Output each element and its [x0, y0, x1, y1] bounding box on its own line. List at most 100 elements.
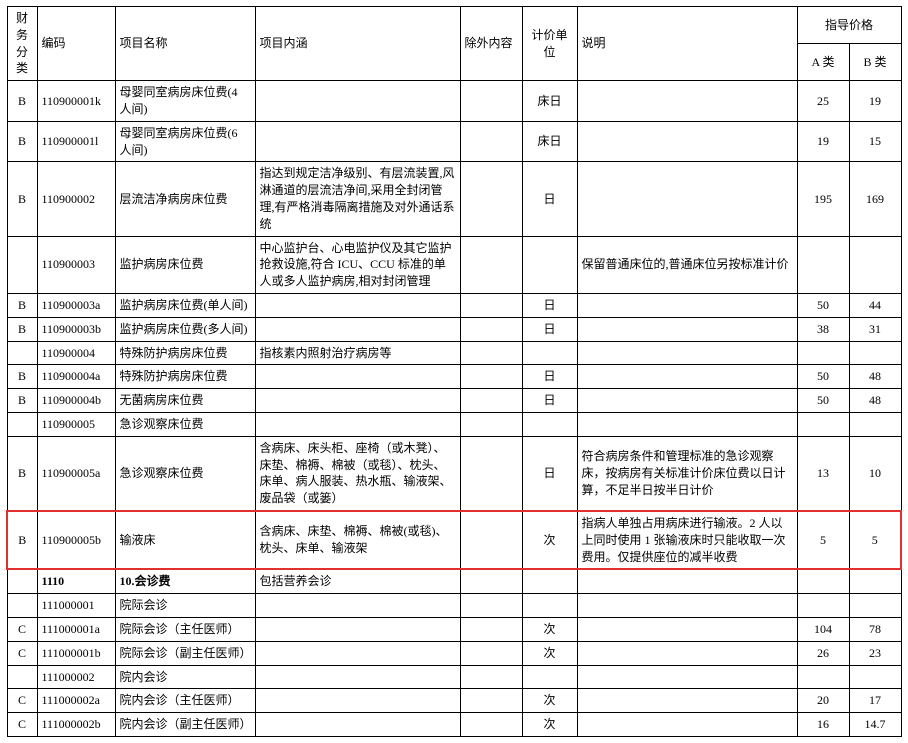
cell-unit	[522, 569, 577, 593]
cell-note	[577, 293, 797, 317]
cell-desc	[255, 412, 460, 436]
cell-pa	[797, 665, 849, 689]
cell-pa: 5	[797, 511, 849, 569]
cell-unit: 日	[522, 317, 577, 341]
cell-name: 院内会诊	[115, 665, 255, 689]
cell-excl	[460, 594, 522, 618]
cell-fin: B	[7, 293, 37, 317]
table-row: B110900004a特殊防护病房床位费日5048	[7, 365, 901, 389]
cell-name: 输液床	[115, 511, 255, 569]
cell-fin: B	[7, 511, 37, 569]
table-row: B110900005a急诊观察床位费含病床、床头柜、座椅（或木凳）、床垫、棉褥、…	[7, 436, 901, 511]
cell-excl	[460, 569, 522, 593]
cell-code: 110900005b	[37, 511, 115, 569]
cell-note	[577, 365, 797, 389]
cell-name: 监护病房床位费	[115, 236, 255, 293]
cell-pa: 13	[797, 436, 849, 511]
col-code: 编码	[37, 7, 115, 81]
table-row: 111000001院际会诊	[7, 594, 901, 618]
cell-desc: 指核素内照射治疗病房等	[255, 341, 460, 365]
cell-unit	[522, 594, 577, 618]
cell-note	[577, 689, 797, 713]
cell-pa	[797, 569, 849, 593]
cell-fin: B	[7, 121, 37, 162]
cell-fin: C	[7, 689, 37, 713]
cell-pb: 31	[849, 317, 901, 341]
cell-pa: 16	[797, 713, 849, 737]
cell-excl	[460, 412, 522, 436]
cell-excl	[460, 689, 522, 713]
cell-pa: 50	[797, 293, 849, 317]
cell-desc	[255, 389, 460, 413]
cell-note	[577, 665, 797, 689]
cell-excl	[460, 293, 522, 317]
cell-excl	[460, 121, 522, 162]
cell-code: 111000001	[37, 594, 115, 618]
table-body: B110900001k母婴同室病房床位费(4 人间)床日2519B1109000…	[7, 81, 901, 737]
cell-pb: 169	[849, 162, 901, 236]
col-price-b: B 类	[849, 44, 901, 81]
cell-desc: 含病床、床垫、棉褥、棉被(或毯)、枕头、床单、输液架	[255, 511, 460, 569]
cell-desc: 指达到规定洁净级别、有层流装置,风淋通道的层流洁净间,采用全封闭管理,有严格消毒…	[255, 162, 460, 236]
cell-desc	[255, 81, 460, 122]
table-row: C111000002b院内会诊（副主任医师）次1614.7	[7, 713, 901, 737]
table-row: 111010.会诊费包括营养会诊	[7, 569, 901, 593]
cell-pa: 19	[797, 121, 849, 162]
cell-unit: 床日	[522, 81, 577, 122]
cell-desc	[255, 689, 460, 713]
cell-desc	[255, 365, 460, 389]
table-row: B110900001l母婴同室病房床位费(6 人间)床日1915	[7, 121, 901, 162]
cell-desc	[255, 617, 460, 641]
pricing-table: 财务分类 编码 项目名称 项目内涵 除外内容 计价单位 说明 指导价格 A 类 …	[6, 6, 902, 737]
cell-name: 无菌病房床位费	[115, 389, 255, 413]
cell-code: 111000002	[37, 665, 115, 689]
cell-unit: 次	[522, 689, 577, 713]
cell-name: 母婴同室病房床位费(6 人间)	[115, 121, 255, 162]
cell-fin: B	[7, 81, 37, 122]
cell-code: 111000002a	[37, 689, 115, 713]
cell-note	[577, 617, 797, 641]
cell-fin	[7, 341, 37, 365]
cell-name: 特殊防护病房床位费	[115, 341, 255, 365]
cell-pb: 48	[849, 365, 901, 389]
cell-name: 院际会诊（主任医师）	[115, 617, 255, 641]
col-name: 项目名称	[115, 7, 255, 81]
cell-pa: 195	[797, 162, 849, 236]
cell-fin: B	[7, 436, 37, 511]
table-row: B110900003b监护病房床位费(多人间)日3831	[7, 317, 901, 341]
col-price-a: A 类	[797, 44, 849, 81]
cell-excl	[460, 317, 522, 341]
cell-excl	[460, 665, 522, 689]
cell-pb: 17	[849, 689, 901, 713]
cell-note	[577, 162, 797, 236]
cell-excl	[460, 162, 522, 236]
cell-pb: 14.7	[849, 713, 901, 737]
cell-fin: B	[7, 365, 37, 389]
cell-code: 111000001a	[37, 617, 115, 641]
cell-pb: 23	[849, 641, 901, 665]
cell-pa: 25	[797, 81, 849, 122]
table-row: C111000001a院际会诊（主任医师）次10478	[7, 617, 901, 641]
cell-fin: C	[7, 713, 37, 737]
cell-unit: 床日	[522, 121, 577, 162]
cell-code: 110900001k	[37, 81, 115, 122]
cell-name: 10.会诊费	[115, 569, 255, 593]
col-note: 说明	[577, 7, 797, 81]
cell-unit: 日	[522, 162, 577, 236]
cell-pb	[849, 594, 901, 618]
cell-pb	[849, 236, 901, 293]
cell-pb: 78	[849, 617, 901, 641]
cell-note	[577, 713, 797, 737]
cell-name: 院际会诊	[115, 594, 255, 618]
cell-code: 111000001b	[37, 641, 115, 665]
table-row: C111000001b院际会诊（副主任医师）次2623	[7, 641, 901, 665]
cell-name: 院际会诊（副主任医师）	[115, 641, 255, 665]
cell-unit: 次	[522, 641, 577, 665]
cell-desc: 中心监护台、心电监护仪及其它监护抢救设施,符合 ICU、CCU 标准的单人或多人…	[255, 236, 460, 293]
cell-code: 1110	[37, 569, 115, 593]
cell-note: 保留普通床位的,普通床位另按标准计价	[577, 236, 797, 293]
cell-excl	[460, 389, 522, 413]
cell-unit: 日	[522, 389, 577, 413]
cell-code: 111000002b	[37, 713, 115, 737]
cell-fin: B	[7, 389, 37, 413]
